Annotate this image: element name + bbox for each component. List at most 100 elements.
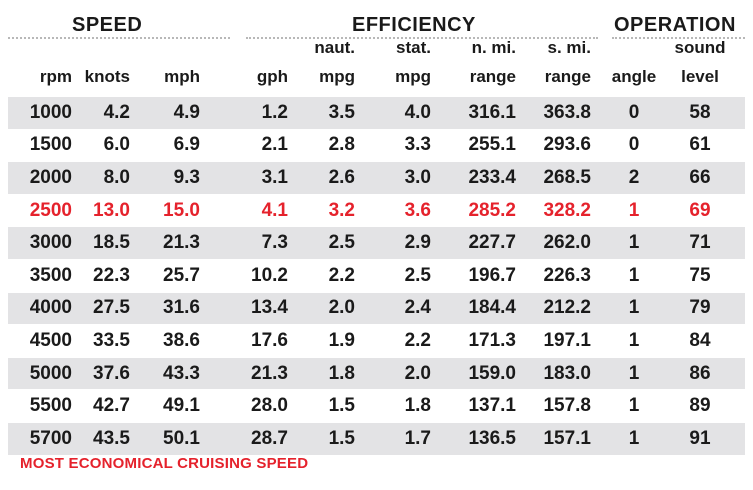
cell-smi-range: 363.8 xyxy=(543,101,591,123)
cell-gph: 2.1 xyxy=(261,134,288,156)
cell-gph: 21.3 xyxy=(251,362,288,384)
cell-naut-mpg: 1.5 xyxy=(328,395,355,417)
cell-mph: 6.9 xyxy=(173,134,200,156)
header-stat-mpg-line2: mpg xyxy=(395,67,431,86)
cell-stat-mpg: 2.9 xyxy=(404,232,431,254)
cell-gph: 17.6 xyxy=(251,329,288,351)
cell-smi-range: 212.2 xyxy=(543,297,591,319)
cell-nmi-range: 255.1 xyxy=(468,134,516,156)
speed-divider xyxy=(8,37,230,39)
cell-angle: 1 xyxy=(628,297,640,319)
table-row: 1500 6.0 6.9 2.1 2.8 3.3 255.1 293.6 0 61 xyxy=(8,130,745,163)
cell-gph: 3.1 xyxy=(261,166,288,188)
cell-rpm: 4000 xyxy=(29,297,72,319)
cell-mph: 38.6 xyxy=(163,329,200,351)
cell-sound-level: 79 xyxy=(689,297,711,319)
cell-naut-mpg: 2.5 xyxy=(328,232,355,254)
cell-gph: 28.0 xyxy=(251,395,288,417)
table-row: 3500 22.3 25.7 10.2 2.2 2.5 196.7 226.3 1 75 xyxy=(8,260,745,293)
header-nmi-range-line2: range xyxy=(469,67,516,86)
cell-gph: 28.7 xyxy=(251,427,288,449)
header-nmi-range-line1: n. mi. xyxy=(471,38,516,57)
cell-sound-level: 89 xyxy=(689,395,711,417)
cell-mph: 31.6 xyxy=(163,297,200,319)
cell-gph: 10.2 xyxy=(251,264,288,286)
cell-naut-mpg: 3.2 xyxy=(328,199,355,221)
performance-table: 1000 4.2 4.9 1.2 3.5 4.0 316.1 363.8 0 58 1500 6.0 6… xyxy=(8,97,745,456)
cell-sound-level: 66 xyxy=(689,166,711,188)
cell-smi-range: 157.8 xyxy=(543,395,591,417)
cell-stat-mpg: 4.0 xyxy=(404,101,431,123)
cell-sound-level: 84 xyxy=(689,329,711,351)
header-naut-mpg-line2: mpg xyxy=(319,67,355,86)
cell-mph: 9.3 xyxy=(173,166,200,188)
cell-mph: 25.7 xyxy=(163,264,200,286)
header-gph-line2: gph xyxy=(256,67,288,86)
efficiency-divider xyxy=(246,37,598,39)
table-row: 4000 27.5 31.6 13.4 2.0 2.4 184.4 212.2 1 79 xyxy=(8,292,745,326)
cell-smi-range: 183.0 xyxy=(543,362,591,384)
header-sound-level-line1: sound xyxy=(674,38,726,57)
cell-naut-mpg: 2.6 xyxy=(328,166,355,188)
cell-sound-level: 71 xyxy=(689,232,711,254)
cell-knots: 37.6 xyxy=(93,362,130,384)
cell-sound-level: 86 xyxy=(689,362,711,384)
table-row: 5500 42.7 49.1 28.0 1.5 1.8 137.1 157.8 1 89 xyxy=(8,390,745,423)
cell-stat-mpg: 3.6 xyxy=(404,199,431,221)
cell-sound-level: 91 xyxy=(689,427,711,449)
cell-gph: 1.2 xyxy=(261,101,288,123)
cell-nmi-range: 233.4 xyxy=(468,166,516,188)
table-row: 5700 43.5 50.1 28.7 1.5 1.7 136.5 157.1 1 91 xyxy=(8,422,745,456)
cell-smi-range: 268.5 xyxy=(543,166,591,188)
header-rpm-line2: rpm xyxy=(39,67,72,86)
group-title-efficiency: EFFICIENCY xyxy=(352,14,476,36)
cell-stat-mpg: 1.8 xyxy=(404,395,431,417)
cell-nmi-range: 196.7 xyxy=(468,264,516,286)
cell-rpm: 4500 xyxy=(29,329,72,351)
cell-rpm: 5000 xyxy=(29,362,72,384)
table-row: 1000 4.2 4.9 1.2 3.5 4.0 316.1 363.8 0 58 xyxy=(8,97,745,130)
table-row: 5000 37.6 43.3 21.3 1.8 2.0 159.0 183.0 1 86 xyxy=(8,357,745,391)
cell-mph: 43.3 xyxy=(163,362,200,384)
cell-rpm: 5700 xyxy=(29,427,72,449)
cell-knots: 22.3 xyxy=(93,264,130,286)
cell-angle: 1 xyxy=(628,329,640,351)
table-row: 3000 18.5 21.3 7.3 2.5 2.9 227.7 262.0 1 71 xyxy=(8,227,745,260)
cell-knots: 43.5 xyxy=(93,427,130,449)
cell-angle: 2 xyxy=(628,166,640,188)
cell-angle: 1 xyxy=(628,232,640,254)
cell-stat-mpg: 3.3 xyxy=(404,134,431,156)
cell-sound-level: 69 xyxy=(689,199,711,221)
group-title-speed: SPEED xyxy=(72,14,143,36)
cell-naut-mpg: 2.0 xyxy=(328,297,355,319)
cell-sound-level: 75 xyxy=(689,264,711,286)
cell-knots: 4.2 xyxy=(103,101,130,123)
cell-knots: 8.0 xyxy=(103,166,130,188)
header-sound-level-line2: level xyxy=(681,67,719,86)
cell-gph: 4.1 xyxy=(261,199,288,221)
cell-stat-mpg: 1.7 xyxy=(404,427,431,449)
cell-knots: 27.5 xyxy=(93,297,130,319)
cell-nmi-range: 159.0 xyxy=(468,362,516,384)
cell-naut-mpg: 1.5 xyxy=(328,427,355,449)
operation-divider xyxy=(612,37,745,39)
cell-gph: 13.4 xyxy=(251,297,288,319)
cell-stat-mpg: 2.2 xyxy=(404,329,431,351)
cell-mph: 21.3 xyxy=(163,232,200,254)
cell-knots: 42.7 xyxy=(93,395,130,417)
cell-nmi-range: 137.1 xyxy=(468,395,516,417)
cell-nmi-range: 227.7 xyxy=(468,232,516,254)
cell-naut-mpg: 1.9 xyxy=(328,329,355,351)
header-knots-line2: knots xyxy=(84,67,130,86)
cell-stat-mpg: 3.0 xyxy=(404,166,431,188)
cell-angle: 1 xyxy=(628,362,640,384)
header-stat-mpg-line1: stat. xyxy=(396,38,431,57)
cell-smi-range: 262.0 xyxy=(543,232,591,254)
header-mph-line2: mph xyxy=(164,67,200,86)
cell-gph: 7.3 xyxy=(261,232,288,254)
table-row-highlighted: 2500 13.0 15.0 4.1 3.2 3.6 285.2 328.2 1 69 xyxy=(8,195,745,228)
cell-naut-mpg: 1.8 xyxy=(328,362,355,384)
cell-angle: 1 xyxy=(628,199,640,221)
table-row: 4500 33.5 38.6 17.6 1.9 2.2 171.3 197.1 1 84 xyxy=(8,325,745,358)
cell-smi-range: 293.6 xyxy=(543,134,591,156)
